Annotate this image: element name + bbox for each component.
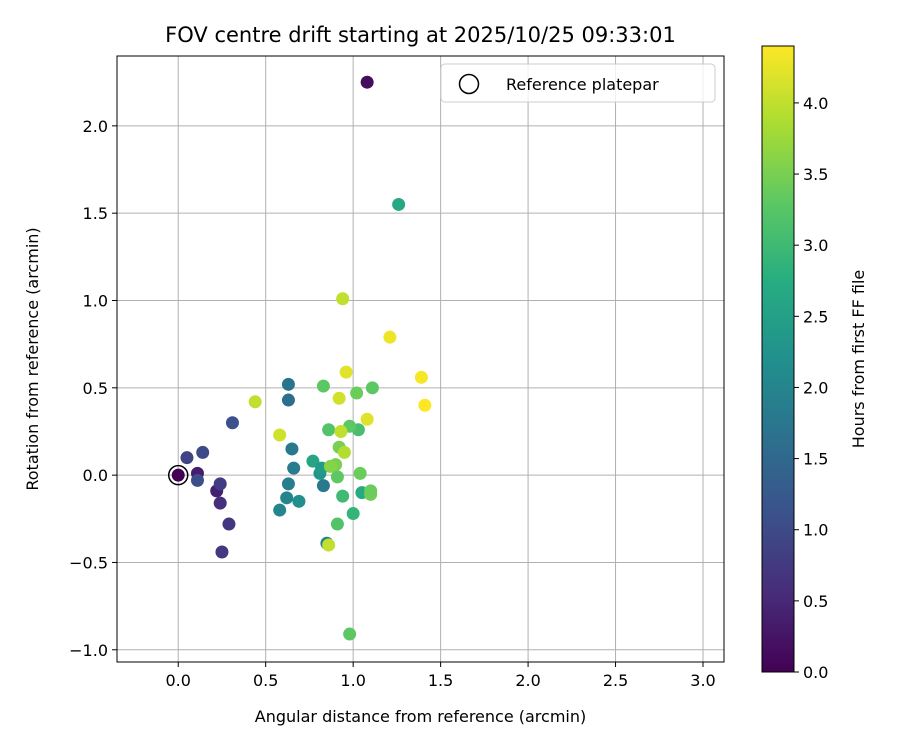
x-axis-ticks: 0.0 0.5 1.0 1.5 2.0 2.5 3.0 [165,662,716,690]
scatter-point [281,377,295,391]
scatter-point [414,370,428,384]
scatter-point [360,412,374,426]
colorbar-label: Hours from first FF file [849,270,868,449]
scatter-point [196,445,210,459]
scatter-point [383,330,397,344]
scatter-point [306,454,320,468]
scatter-point [346,507,360,521]
x-axis-label: Angular distance from reference (arcmin) [255,707,586,726]
reference-platepar-marker [167,464,189,486]
scatter-point [336,292,350,306]
colorbar-tick-label: 3.5 [803,165,828,184]
colorbar-tick-label: 2.5 [803,307,828,326]
colorbar-tick-label: 1.0 [803,521,828,540]
scatter-point [322,538,336,552]
scatter-point [281,477,295,491]
scatter-point [330,517,344,531]
legend-entry-reference-platepar: Reference platepar [506,75,659,94]
scatter-point [337,445,351,459]
data-points [167,75,432,641]
scatter-point [322,423,336,437]
scatter-point [332,391,346,405]
scatter-point [280,491,294,505]
scatter-point [287,461,301,475]
scatter-point [213,477,227,491]
y-axis-ticks: −1.0 −0.5 0.0 0.5 1.0 1.5 2.0 [69,117,117,660]
x-tick-label: 0.0 [165,671,190,690]
scatter-point [248,395,262,409]
scatter-point [350,386,364,400]
scatter-point [215,545,229,559]
scatter-point [213,496,227,510]
scatter-point [334,424,348,438]
legend: Reference platepar [440,63,716,103]
scatter-point [273,428,287,442]
colorbar-tick-label: 0.5 [803,592,828,611]
scatter-point [360,75,374,89]
scatter-point [190,473,204,487]
scatter-point [273,503,287,517]
y-tick-label: 0.5 [83,379,108,398]
scatter-point [180,451,194,465]
x-tick-label: 1.5 [428,671,453,690]
scatter-point [222,517,236,531]
scatter-point [171,468,185,482]
colorbar-tick-label: 1.5 [803,450,828,469]
grid-lines [117,56,724,662]
scatter-point [392,197,406,211]
scatter-point [353,466,367,480]
scatter-point [316,379,330,393]
scatter-point [339,365,353,379]
scatter-point [365,381,379,395]
y-tick-label: 1.5 [83,204,108,223]
colorbar-gradient [761,45,795,673]
y-tick-label: −1.0 [69,641,108,660]
x-tick-label: 3.0 [690,671,715,690]
colorbar-tick-label: 4.0 [803,94,828,113]
y-tick-label: 2.0 [83,117,108,136]
colorbar-ticks: 0.0 0.5 1.0 1.5 2.0 2.5 3.0 3.5 4.0 [794,94,828,682]
x-tick-label: 1.0 [340,671,365,690]
scatter-point [418,398,432,412]
scatter-point [316,479,330,493]
colorbar-tick-label: 3.0 [803,236,828,255]
x-tick-label: 2.0 [515,671,540,690]
legend-box [440,63,716,103]
x-tick-label: 2.5 [603,671,628,690]
scatter-point [343,627,357,641]
legend-marker-circle [458,73,480,95]
colorbar-tick-label: 2.0 [803,378,828,397]
scatter-point [323,459,337,473]
y-axis-label: Rotation from reference (arcmin) [23,227,42,490]
colorbar: 0.0 0.5 1.0 1.5 2.0 2.5 3.0 3.5 4.0 Hours from f… [761,45,868,682]
scatter-point [336,489,350,503]
scatter-point [330,470,344,484]
scatter-point [281,393,295,407]
y-tick-label: 0.0 [83,466,108,485]
y-tick-label: −0.5 [69,553,108,572]
y-tick-label: 1.0 [83,291,108,310]
scatter-point [225,416,239,430]
scatter-point [292,494,306,508]
scatter-point [364,484,378,498]
scatter-point [285,442,299,456]
chart-title: FOV centre drift starting at 2025/10/25 … [165,23,676,47]
plot-frame [116,55,725,663]
colorbar-tick-label: 0.0 [803,663,828,682]
x-tick-label: 0.5 [253,671,278,690]
plot-area [117,56,724,662]
